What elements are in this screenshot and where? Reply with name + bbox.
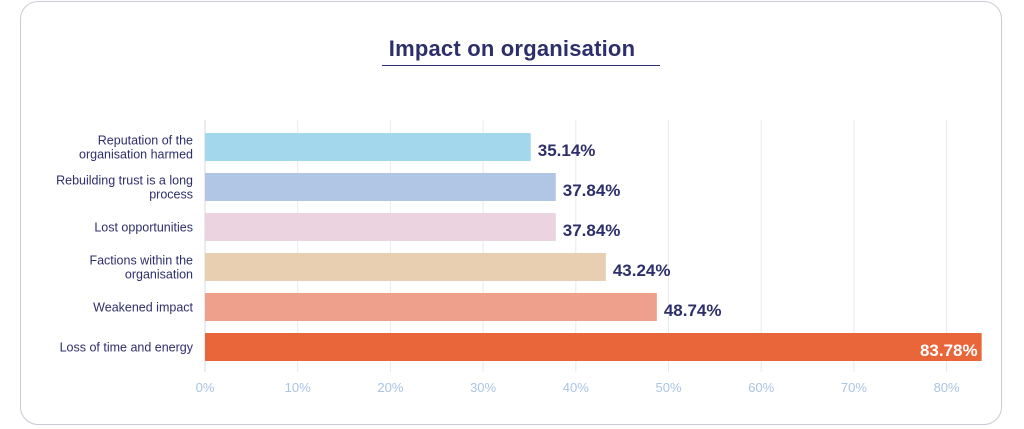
x-tick-label: 0% [196, 380, 215, 395]
category-label: Lost opportunities [94, 221, 193, 235]
category-label-line: Weakened impact [93, 301, 193, 315]
data-label: 43.24% [613, 261, 671, 280]
data-label: 37.84% [563, 181, 621, 200]
category-label: Weakened impact [93, 301, 193, 315]
data-label: 37.84% [563, 221, 621, 240]
x-tick-label: 40% [563, 380, 589, 395]
category-label: Loss of time and energy [60, 341, 194, 355]
data-label: 83.78% [920, 341, 978, 360]
chart-title: Impact on organisation [388, 36, 636, 61]
category-label: Factions within the organisation [89, 254, 193, 282]
data-label: 35.14% [538, 141, 596, 160]
x-tick-label: 70% [841, 380, 867, 395]
bar [205, 253, 606, 281]
x-tick-label: 60% [748, 380, 774, 395]
category-label-line: process [149, 188, 193, 202]
category-label-line: Factions within the [89, 254, 193, 268]
title-underline [382, 65, 660, 66]
category-label-line: Rebuilding trust is a long [56, 174, 193, 188]
x-tick-label: 10% [285, 380, 311, 395]
x-tick-label: 50% [655, 380, 681, 395]
category-label-line: Lost opportunities [94, 221, 193, 235]
bar [205, 173, 556, 201]
category-label-line: organisation harmed [79, 148, 193, 162]
bar [205, 133, 531, 161]
category-label-line: Reputation of the [98, 134, 193, 148]
bar [205, 293, 657, 321]
x-tick-label: 20% [377, 380, 403, 395]
category-label: Rebuilding trust is a long process [56, 174, 193, 202]
x-tick-label: 30% [470, 380, 496, 395]
bar [205, 213, 556, 241]
data-label: 48.74% [664, 301, 722, 320]
category-label-line: organisation [125, 268, 193, 282]
bar [205, 333, 982, 361]
category-label-line: Loss of time and energy [60, 341, 194, 355]
category-label: Reputation of the organisation harmed [79, 134, 193, 162]
x-tick-label: 80% [934, 380, 960, 395]
